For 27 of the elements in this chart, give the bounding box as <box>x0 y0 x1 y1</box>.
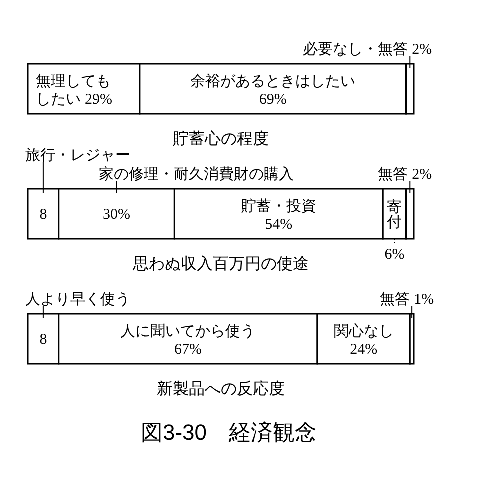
series-label: 旅行・レジャー <box>25 147 130 164</box>
text: 思わぬ収入百万円の使途 <box>132 255 309 273</box>
data-label: 67% <box>174 342 202 358</box>
series-label: 関心なし <box>334 323 394 340</box>
data-label: 2% <box>412 167 432 183</box>
series-label: 余裕があるときはしたい <box>190 73 356 90</box>
annotation: 図3-30 経済観念 <box>140 420 318 445</box>
data-label: 69% <box>259 92 287 108</box>
series-label: 家の修理・耐久消費財の購入 <box>98 166 294 183</box>
series-label: 貯蓄・投資 <box>241 198 316 215</box>
data-label: 2% <box>412 42 432 58</box>
data-label: 1% <box>414 292 434 308</box>
text: 新製品への反応度 <box>157 380 285 398</box>
data-label: 30% <box>103 207 131 223</box>
series-label: 人より早く使う <box>25 292 130 308</box>
data-label: 29% <box>85 92 112 108</box>
text: 貯蓄心の程度 <box>173 130 269 148</box>
series-label: 必要なし・無答 <box>303 41 408 58</box>
series-label: 人に聞いてから使う <box>120 323 256 340</box>
data-label: 6% <box>384 247 405 263</box>
data-label: 8 <box>40 332 48 348</box>
series-label: 無答 <box>380 291 410 308</box>
data-label: 54% <box>265 217 293 233</box>
series-label: 寄付 <box>386 198 402 231</box>
data-label: 24% <box>350 342 378 358</box>
series-label: 無答 <box>378 166 408 183</box>
data-label: 8 <box>40 207 48 223</box>
